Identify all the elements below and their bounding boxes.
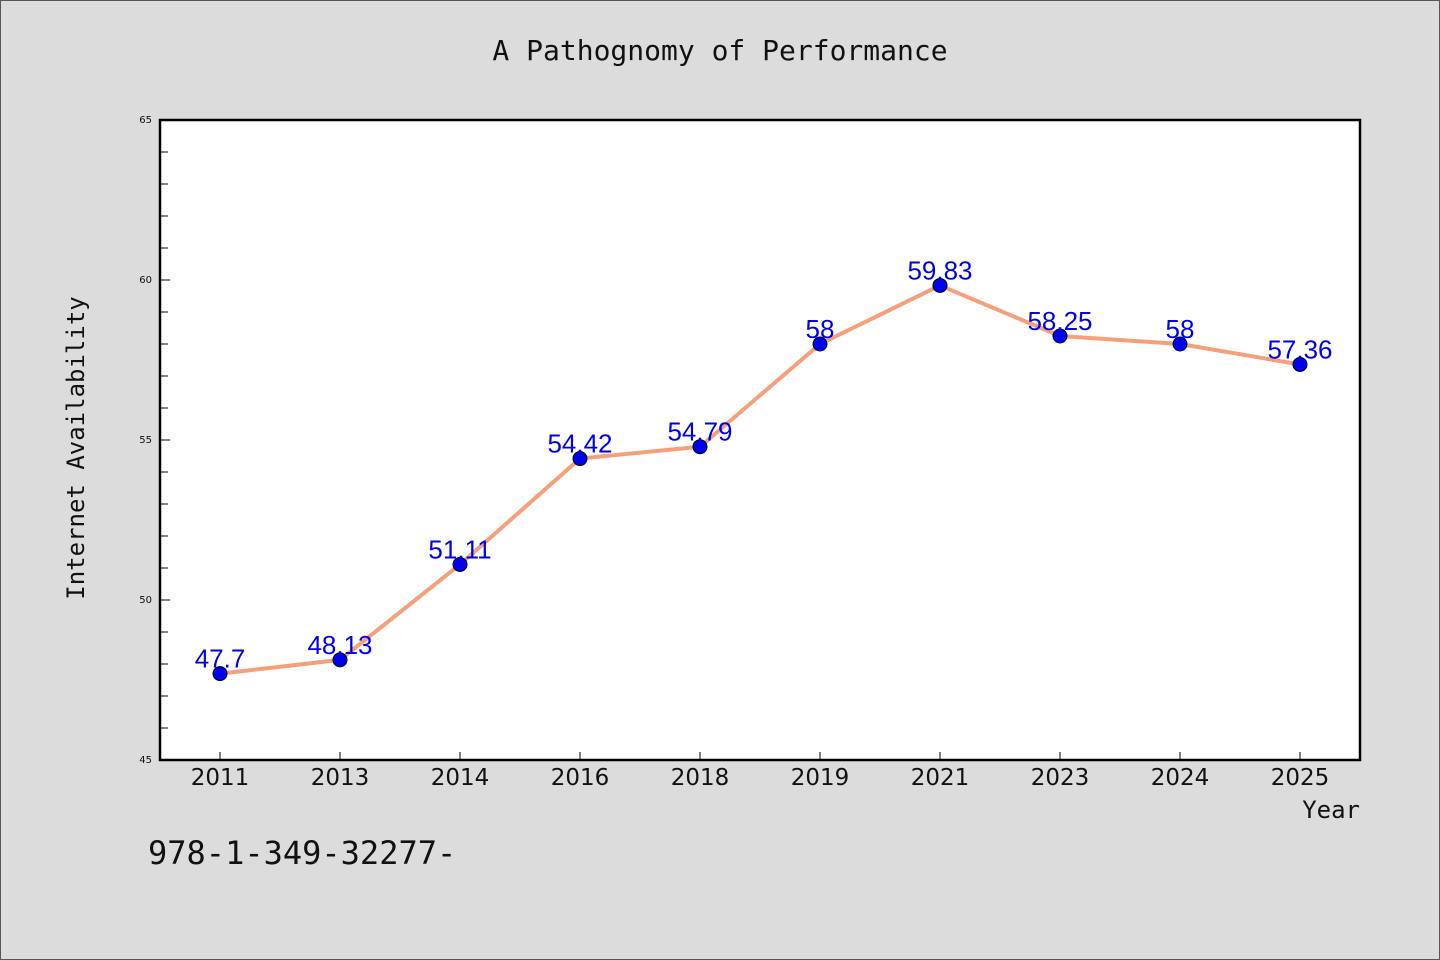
footer-code: 978-1-349-32277-	[148, 834, 457, 872]
series-line	[218, 283, 1302, 676]
chart-title: A Pathognomy of Performance	[492, 34, 948, 67]
data-point	[692, 439, 708, 455]
data-label: 59.83	[907, 255, 972, 285]
data-label: 51.11	[428, 534, 491, 564]
x-tick-label: 2016	[551, 765, 610, 791]
x-tick-label: 2024	[1151, 765, 1210, 791]
data-point	[1292, 356, 1308, 372]
data-label: 58	[1166, 314, 1195, 344]
plot-area	[158, 118, 1362, 762]
data-point	[572, 451, 588, 467]
x-axis-label: Year	[1302, 796, 1360, 824]
data-label: 57.36	[1267, 334, 1332, 364]
data-label: 58	[806, 314, 835, 344]
x-tick-label: 2018	[671, 765, 730, 791]
x-tick-label: 2014	[431, 765, 490, 791]
y-tick-label: 65	[139, 115, 152, 126]
data-point	[932, 277, 948, 293]
data-point	[812, 336, 828, 352]
y-tick-label: 55	[139, 435, 152, 446]
x-tick-label: 2011	[191, 765, 250, 791]
data-point	[452, 556, 468, 572]
x-tick-label: 2023	[1031, 765, 1090, 791]
data-label: 47.7	[195, 644, 246, 674]
data-point	[332, 652, 348, 668]
y-tick-label: 50	[139, 595, 152, 606]
y-tick-label: 45	[139, 755, 152, 766]
data-point	[212, 666, 228, 682]
data-label: 54.42	[547, 429, 612, 459]
data-point	[1172, 336, 1188, 352]
x-tick-label: 2013	[311, 765, 370, 791]
x-tick-label: 2025	[1271, 765, 1330, 791]
x-tick-label: 2021	[911, 765, 970, 791]
data-label: 54.79	[667, 417, 732, 447]
x-tick-label: 2019	[791, 765, 850, 791]
y-tick-label: 60	[139, 275, 152, 286]
data-label: 58.25	[1027, 306, 1092, 336]
data-label: 48.13	[307, 630, 372, 660]
data-point	[1052, 328, 1068, 344]
